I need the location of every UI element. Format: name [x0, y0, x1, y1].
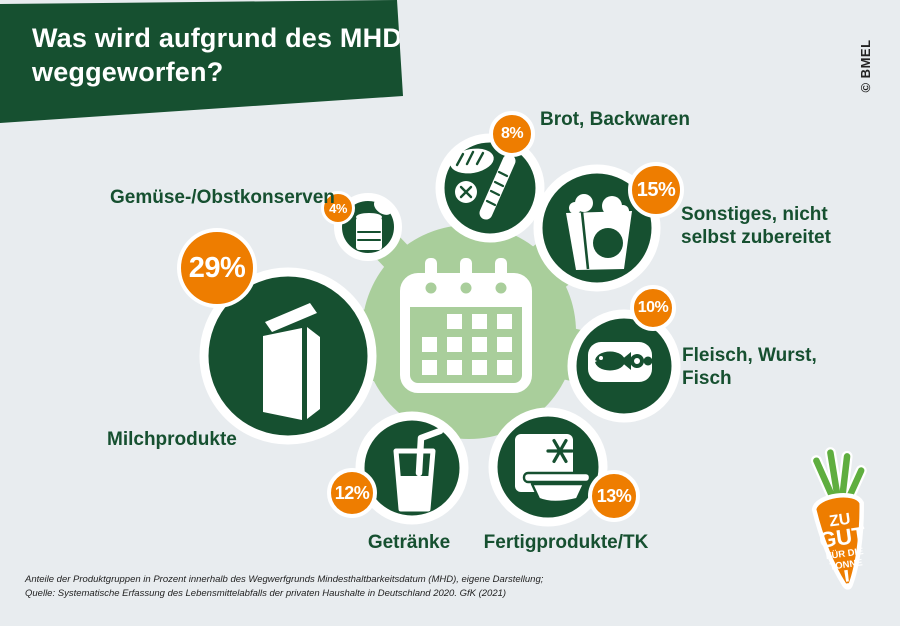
label-fertigprodukte: Fertigprodukte/TK	[483, 532, 649, 553]
snowflake-icon	[546, 439, 574, 463]
category-circle-fertigprodukte	[488, 407, 608, 527]
tin-can-icon	[356, 199, 393, 250]
badge-milchprodukte: 29%	[177, 228, 257, 308]
takeout-box-icon	[566, 194, 632, 270]
fish-can-icon	[588, 342, 653, 382]
label-konserven: Gemüse-/Obstkonserven	[110, 187, 335, 208]
badge-getraenke: 12%	[327, 468, 377, 518]
logo-word-fuer-die: FÜR DIE	[825, 546, 864, 562]
page-title: Was wird aufgrund des MHD weggeworfen?	[32, 23, 403, 87]
bread-icon	[450, 148, 516, 220]
badge-brot: 8%	[489, 111, 535, 157]
label-brot: Brot, Backwaren	[540, 109, 690, 130]
drink-glass-icon	[393, 427, 444, 512]
zu-gut-fuer-die-tonne-logo: ZU GUT FÜR DIE TONNE !	[810, 447, 868, 593]
logo-exclamation: !	[841, 565, 853, 593]
bowl-icon	[522, 471, 592, 504]
calendar-icon	[400, 258, 532, 393]
category-circle-fleisch	[567, 309, 681, 423]
source-footnote: Anteile der Produktgruppen in Prozent in…	[25, 574, 544, 599]
category-circle-sonstiges	[533, 164, 661, 292]
copyright-text: © BMEL	[857, 39, 873, 93]
carrot-body-icon	[811, 493, 864, 590]
category-circle-getraenke	[355, 411, 469, 525]
badge-konserven: 4%	[321, 191, 355, 225]
category-circle-milchprodukte	[199, 267, 377, 445]
logo-word-tonne: TONNE	[829, 557, 863, 572]
label-milchprodukte: Milchprodukte	[107, 429, 237, 450]
badge-fertigprodukte: 13%	[588, 470, 640, 522]
label-getraenke: Getränke	[367, 532, 451, 553]
label-sonstiges: Sonstiges, nicht selbst zubereitet	[681, 204, 831, 248]
category-circle-brot	[435, 133, 545, 243]
frozen-meal-icon	[515, 434, 592, 504]
label-fleisch: Fleisch, Wurst, Fisch	[682, 345, 817, 389]
badge-sonstiges: 15%	[628, 162, 684, 218]
logo-word-zu: ZU	[828, 511, 851, 531]
milk-carton-icon	[263, 303, 320, 420]
badge-fleisch: 10%	[630, 285, 676, 331]
